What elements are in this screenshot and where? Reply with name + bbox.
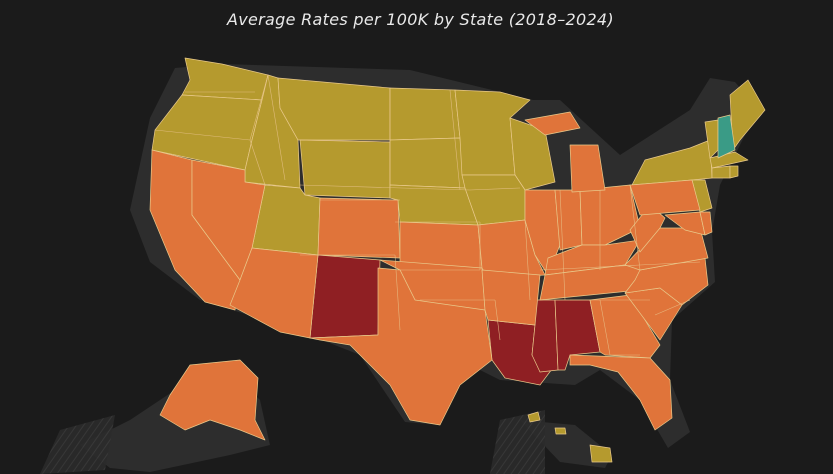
state-new-hampshire[interactable]: New Hampshire <box>717 114 736 159</box>
state-montana[interactable]: Montana <box>277 77 391 141</box>
state-arkansas[interactable]: Arkansas <box>481 269 541 326</box>
state-delaware[interactable]: Delaware <box>699 211 713 236</box>
state-kansas[interactable]: Kansas <box>399 221 483 269</box>
state-alaska[interactable]: Alaska <box>159 359 266 441</box>
state-nebraska[interactable]: Nebraska <box>389 184 479 226</box>
state-colorado[interactable]: Colorado <box>317 197 401 259</box>
state-north-dakota[interactable]: North Dakota <box>389 87 461 141</box>
state-indiana[interactable]: Indiana <box>554 189 583 251</box>
state-michigan[interactable]: Michigan <box>524 111 606 193</box>
map-shadow-hatch <box>40 410 545 474</box>
state-borders <box>154 74 701 356</box>
map-subtitle: Average Rates per 100K by State (2018–20… <box>227 10 614 29</box>
state-pennsylvania[interactable]: Pennsylvania <box>629 179 701 216</box>
state-new-mexico[interactable]: New Mexico <box>309 254 381 339</box>
state-hawaii[interactable]: Hawaii <box>527 411 613 463</box>
state-rhode-island[interactable]: Rhode Island <box>729 165 739 179</box>
state-idaho[interactable]: Idaho <box>244 74 301 189</box>
state-connecticut[interactable]: Connecticut <box>711 165 731 179</box>
states-layer: WashingtonOregonIdahoMontanaWyomingNorth… <box>149 57 766 463</box>
state-maine[interactable]: Maine <box>729 79 766 151</box>
state-wyoming[interactable]: Wyoming <box>299 139 391 199</box>
state-florida[interactable]: Florida <box>569 354 673 431</box>
state-nevada[interactable]: Nevada <box>191 159 266 281</box>
state-north-carolina[interactable]: North Carolina <box>624 257 709 306</box>
state-ohio[interactable]: Ohio <box>579 184 641 246</box>
state-south-dakota[interactable]: South Dakota <box>389 137 466 189</box>
state-texas[interactable]: Texas <box>309 267 493 426</box>
